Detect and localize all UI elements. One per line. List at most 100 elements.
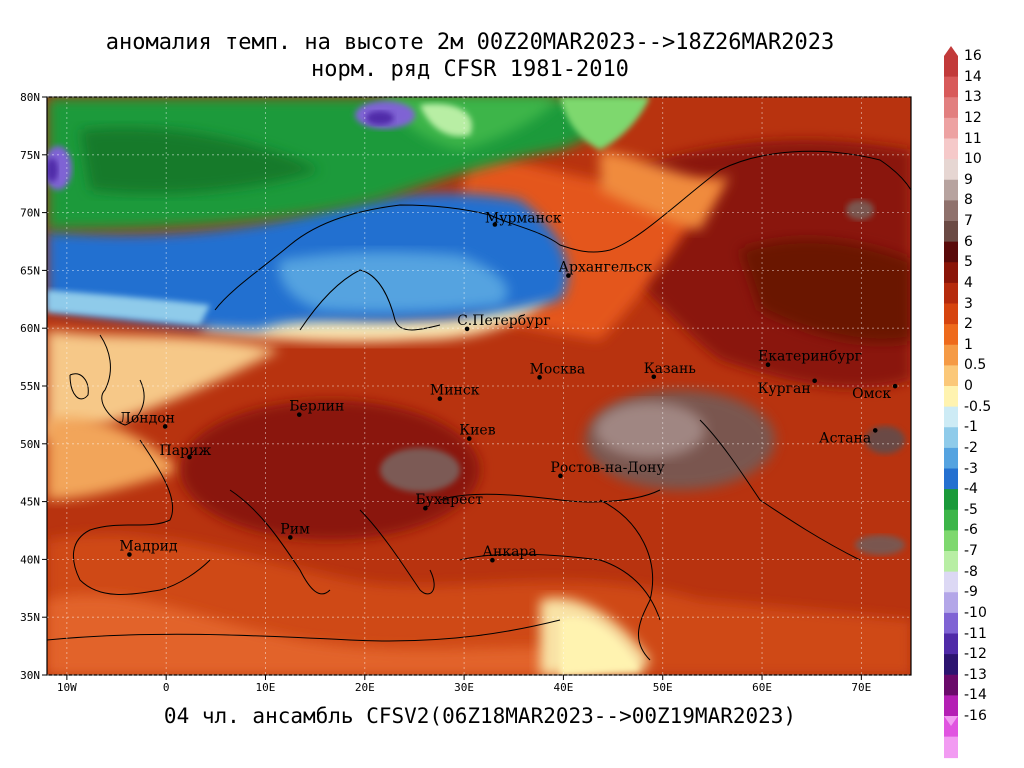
colorbar-swatch — [944, 117, 958, 140]
colorbar-swatch — [944, 344, 958, 367]
colorbar-swatch — [944, 695, 958, 717]
colorbar-swatch — [944, 489, 958, 511]
colorbar-label: -8 — [964, 563, 978, 580]
city-marker — [558, 473, 563, 479]
longitude-ticks: 10W 0 10E 20E 30E 40E 50E 60E 70E — [57, 675, 871, 694]
coastlines — [47, 150, 911, 661]
colorbar-swatch — [944, 612, 958, 635]
colorbar-label: -4 — [964, 481, 978, 498]
city-labels: Мурманск Архангельск С.Петербург Москва Каза… — [119, 211, 898, 563]
colorbar-bottom-arrow — [944, 716, 958, 726]
lat-tick-label: 45N — [20, 496, 40, 509]
colorbar-label: 5 — [964, 254, 973, 271]
colorbar-label: -16 — [964, 708, 987, 724]
colorbar-label: -5 — [964, 501, 978, 518]
lat-tick-label: 50N — [20, 438, 40, 451]
colorbar-swatch — [944, 386, 958, 408]
lon-tick-label: 0 — [163, 681, 170, 694]
city-marker — [892, 383, 898, 389]
latitude-ticks: 80N 75N 70N 65N 60N 55N 50N 45N 40N 35N 30N — [20, 91, 47, 682]
colorbar-swatch — [944, 138, 958, 160]
colorbar-label: 16 — [964, 48, 982, 64]
colorbar-swatch — [944, 427, 958, 449]
map-footer: 04 чл. ансамбль CFSV2(06Z18MAR2023-->00Z… — [163, 704, 797, 728]
colorbar-label: 13 — [964, 89, 982, 106]
city-marker — [423, 505, 428, 511]
city-marker — [492, 222, 498, 227]
colorbar-swatch — [944, 674, 958, 697]
lon-tick-label: 30E — [454, 681, 474, 694]
city-label: Москва — [530, 361, 586, 377]
colorbar-label: 14 — [964, 68, 982, 85]
lat-tick-label: 40N — [20, 553, 40, 566]
city-label: Мадрид — [119, 539, 178, 555]
colorbar-swatch — [944, 468, 958, 490]
colorbar-swatch — [944, 592, 958, 614]
city-marker — [464, 326, 470, 332]
colorbar-label: 10 — [964, 151, 982, 168]
graticule — [47, 96, 911, 676]
city-label: Киев — [459, 423, 495, 439]
colorbar-swatch — [944, 736, 958, 759]
colorbar-top-arrow — [944, 46, 958, 56]
city-label: Мурманск — [485, 211, 562, 227]
city-marker — [566, 273, 571, 278]
city-label: Рим — [280, 521, 310, 537]
map-title-line-1: аномалия темп. на высоте 2м 00Z20MAR2023… — [105, 30, 835, 55]
colorbar-swatch — [944, 654, 958, 676]
lat-tick-label: 60N — [20, 322, 40, 335]
lat-tick-label: 80N — [20, 91, 40, 104]
colorbar-label: 0 — [964, 378, 973, 394]
city-label: Екатеринбург — [758, 349, 862, 365]
colorbar-label: 3 — [964, 295, 973, 312]
city-label: Архангельск — [558, 260, 652, 276]
city-marker — [296, 412, 302, 417]
colorbar-swatch — [944, 551, 958, 573]
colorbar-label: -1 — [964, 419, 978, 436]
city-marker — [537, 375, 542, 380]
city-marker — [765, 362, 771, 368]
colorbar-label: -2 — [964, 439, 978, 456]
colorbar-swatch — [944, 221, 958, 243]
city-label: Казань — [644, 361, 696, 377]
colorbar-swatch — [944, 282, 958, 305]
colorbar-label: -13 — [964, 666, 987, 683]
colorbar-label: 8 — [964, 192, 973, 209]
colorbar-label: 1 — [964, 336, 973, 353]
city-marker — [187, 454, 192, 460]
lon-tick-label: 40E — [553, 681, 573, 694]
city-label: Минск — [430, 383, 480, 399]
colorbar-label: -0.5 — [964, 398, 992, 415]
colorbar-label: -14 — [964, 687, 987, 704]
city-marker — [872, 428, 878, 433]
colorbar-label: -7 — [964, 543, 978, 559]
colorbar-swatch — [944, 179, 958, 202]
lat-tick-label: 55N — [20, 380, 40, 393]
lon-tick-label: 10E — [256, 681, 276, 694]
colorbar-swatch — [944, 716, 958, 738]
colorbar-swatch — [944, 56, 958, 78]
city-marker — [466, 436, 472, 441]
colorbar-label: 6 — [964, 233, 973, 250]
lon-tick-label: 60E — [752, 681, 772, 694]
city-label: Бухарест — [415, 492, 483, 508]
colorbar-swatch — [944, 97, 958, 119]
colorbar-label: 2 — [964, 316, 973, 333]
city-label: Астана — [819, 430, 871, 446]
lat-tick-label: 70N — [20, 207, 40, 220]
city-label: Париж — [160, 443, 212, 459]
colorbar-label: 7 — [964, 213, 973, 229]
lat-tick-label: 35N — [20, 611, 40, 624]
colorbar-swatch — [944, 365, 958, 387]
colorbar-swatch — [944, 76, 958, 99]
colorbar-swatch — [944, 200, 958, 222]
colorbar-swatch — [944, 324, 958, 346]
colorbar-label: -9 — [964, 584, 978, 601]
city-label: Анкара — [482, 544, 536, 560]
colorbar-swatch — [944, 241, 958, 264]
colorbar-swatch — [944, 262, 958, 284]
colorbar-swatch — [944, 571, 958, 594]
lon-tick-label: 10W — [57, 681, 77, 694]
colorbar-swatch — [944, 303, 958, 325]
lon-tick-label: 50E — [653, 681, 673, 694]
